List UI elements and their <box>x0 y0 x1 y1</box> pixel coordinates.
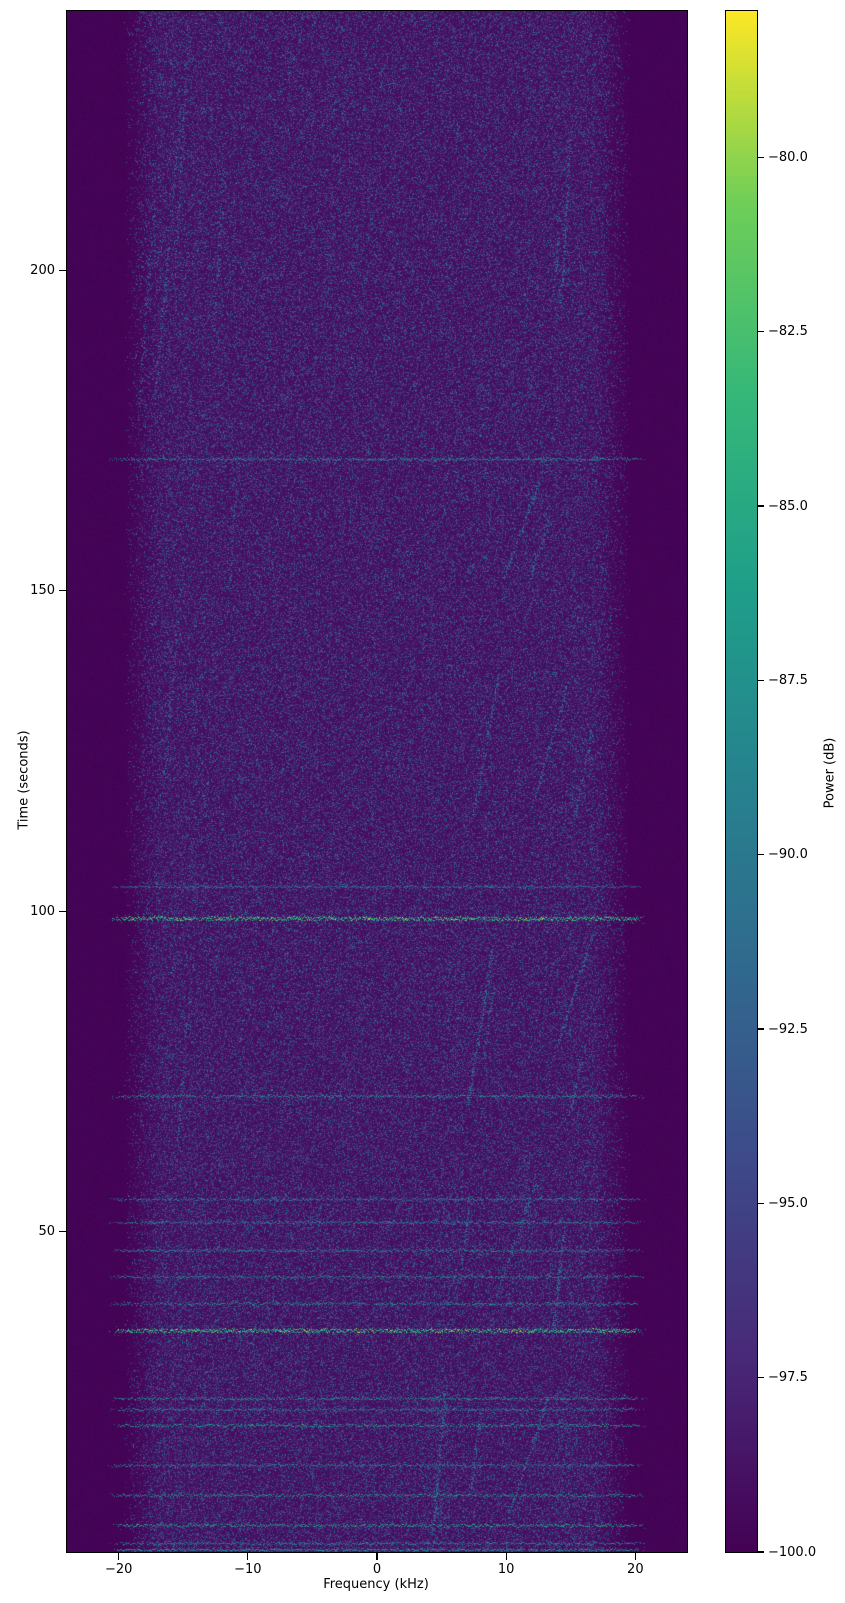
y-tick-label: 200 <box>30 263 55 278</box>
spectrogram-plot <box>66 10 688 1553</box>
y-tick <box>59 1231 66 1233</box>
colorbar-tick-label: −87.5 <box>768 672 808 688</box>
colorbar <box>725 10 758 1553</box>
x-tick <box>118 1553 120 1560</box>
x-tick <box>376 1553 378 1560</box>
x-tick-label: −10 <box>234 1562 262 1577</box>
colorbar-tick-label: −82.5 <box>768 324 808 340</box>
x-tick <box>247 1553 249 1560</box>
colorbar-tick-label: −92.5 <box>768 1021 808 1037</box>
y-tick-label: 50 <box>38 1224 55 1240</box>
y-tick <box>59 910 66 912</box>
y-tick <box>59 590 66 592</box>
y-axis-label-text: Time (seconds) <box>16 730 32 830</box>
colorbar-tick <box>758 1202 764 1204</box>
x-tick-label: 20 <box>627 1562 644 1577</box>
colorbar-tick <box>758 1551 764 1553</box>
colorbar-tick-label: −100.0 <box>768 1544 817 1560</box>
x-axis-label: Frequency (kHz) <box>323 1577 429 1592</box>
x-tick-label: 0 <box>372 1562 382 1577</box>
colorbar-gradient <box>726 11 757 1552</box>
colorbar-tick <box>758 331 764 333</box>
colorbar-label-text: Power (dB) <box>822 737 838 809</box>
x-tick <box>634 1553 636 1560</box>
x-tick <box>505 1553 507 1560</box>
colorbar-tick-label: −95.0 <box>768 1195 808 1211</box>
colorbar-tick-label: −97.5 <box>768 1370 808 1386</box>
colorbar-tick <box>758 156 764 159</box>
x-tick-label: 10 <box>497 1562 515 1577</box>
colorbar-tick <box>758 679 764 681</box>
colorbar-tick <box>758 1377 764 1379</box>
colorbar-tick-label: −80.0 <box>768 149 808 165</box>
colorbar-tick-label: −85.0 <box>768 498 808 514</box>
colorbar-tick <box>758 1028 764 1030</box>
y-tick-label: 100 <box>30 903 55 919</box>
colorbar-tick <box>758 854 764 856</box>
spectrogram-canvas <box>67 11 687 1552</box>
colorbar-tick <box>758 505 764 507</box>
y-tick <box>59 269 66 272</box>
colorbar-tick-label: −90.0 <box>768 847 808 863</box>
y-tick-label: 150 <box>30 583 55 599</box>
x-tick-label: −20 <box>104 1562 133 1577</box>
